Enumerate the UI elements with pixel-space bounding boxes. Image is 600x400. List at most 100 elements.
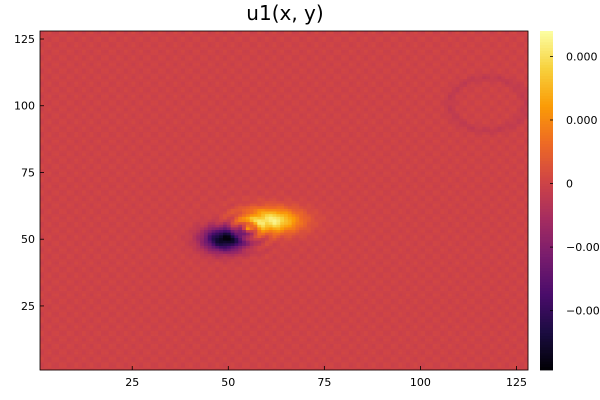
heatmap-cell [333, 364, 338, 368]
heatmap-cell [146, 314, 151, 318]
heatmap-cell [139, 351, 144, 355]
heatmap-cell [112, 314, 117, 318]
heatmap-cell [116, 285, 121, 289]
heatmap-cell [291, 279, 296, 283]
heatmap-cell [291, 277, 296, 281]
heatmap-cell [223, 330, 228, 334]
heatmap-cell [505, 356, 510, 360]
heatmap-cell [268, 266, 273, 270]
heatmap-cell [516, 362, 521, 366]
heatmap-cell [390, 319, 395, 323]
heatmap-cell [207, 343, 212, 347]
heatmap-cell [447, 266, 453, 270]
heatmap-cell [223, 309, 228, 313]
heatmap-cell [184, 298, 190, 302]
heatmap-cell [120, 359, 125, 363]
heatmap-cell [306, 364, 312, 368]
heatmap-cell [215, 324, 220, 329]
heatmap-cell [146, 343, 151, 347]
heatmap-cell [112, 285, 117, 289]
heatmap-cell [230, 279, 235, 283]
heatmap-cell [139, 279, 144, 283]
heatmap-cell [436, 309, 441, 313]
heatmap-cell [356, 343, 361, 347]
heatmap-cell [455, 274, 460, 278]
heatmap-cell [200, 367, 205, 371]
heatmap-cell [417, 343, 422, 347]
heatmap-cell [508, 287, 514, 291]
heatmap-cell [162, 285, 167, 289]
heatmap-cell [154, 290, 159, 294]
heatmap-cell [104, 282, 110, 286]
heatmap-cell [516, 309, 521, 313]
heatmap-cell [360, 327, 365, 331]
heatmap-cell [223, 287, 228, 291]
heatmap-cell [276, 306, 281, 310]
heatmap-cell [272, 330, 277, 334]
heatmap-cell [226, 367, 232, 371]
heatmap-cell [139, 298, 144, 302]
heatmap-cell [413, 306, 418, 310]
heatmap-cell [303, 338, 308, 342]
heatmap-cell [169, 343, 174, 347]
heatmap-cell [264, 295, 270, 299]
heatmap-cell [505, 330, 510, 334]
heatmap-cell [383, 332, 388, 336]
heatmap-cell [177, 311, 182, 315]
heatmap-cell [295, 274, 300, 278]
heatmap-cell [120, 311, 125, 315]
heatmap-cell [219, 287, 224, 291]
heatmap-cell [314, 367, 319, 371]
heatmap-cell [158, 343, 163, 347]
heatmap-cell [142, 319, 148, 323]
heatmap-cell [192, 266, 197, 270]
heatmap-cell [459, 298, 464, 302]
heatmap-cell [108, 343, 113, 347]
heatmap-cell [158, 279, 163, 283]
heatmap-cell [470, 322, 476, 326]
heatmap-cell [162, 354, 167, 358]
heatmap-cell [101, 274, 106, 278]
heatmap-cell [371, 343, 376, 347]
heatmap-cell [333, 285, 338, 289]
heatmap-cell [108, 309, 113, 313]
heatmap-cell [135, 359, 140, 363]
heatmap-cell [226, 274, 232, 278]
heatmap-cell [284, 343, 289, 347]
heatmap-cell [81, 327, 87, 331]
heatmap-cell [146, 282, 151, 286]
heatmap-cell [203, 343, 209, 347]
heatmap-cell [493, 346, 498, 350]
heatmap-cell [383, 293, 388, 297]
heatmap-cell [257, 311, 262, 315]
heatmap-cell [70, 279, 75, 283]
heatmap-cell [512, 346, 517, 350]
heatmap-cell [249, 279, 254, 283]
heatmap-cell [78, 285, 83, 289]
heatmap-cell [150, 351, 155, 355]
heatmap-cell [230, 362, 235, 366]
heatmap-cell [211, 362, 216, 366]
heatmap-cell [478, 279, 483, 283]
heatmap-cell [432, 279, 437, 283]
heatmap-cell [93, 269, 98, 273]
heatmap-cell [428, 282, 434, 286]
heatmap-cell [470, 290, 476, 294]
heatmap-cell [139, 356, 144, 360]
heatmap-cell [512, 279, 517, 283]
heatmap-cell [306, 317, 312, 321]
heatmap-cell [318, 298, 323, 302]
heatmap-cell [306, 303, 312, 307]
heatmap-cell [169, 287, 174, 291]
heatmap-cell [139, 327, 144, 331]
heatmap-cell [516, 285, 521, 289]
heatmap-cell [436, 359, 441, 363]
heatmap-cell [150, 285, 155, 289]
heatmap-cell [356, 362, 361, 366]
heatmap-cell [162, 367, 167, 371]
heatmap-cell [70, 311, 75, 315]
heatmap-cell [512, 306, 517, 310]
heatmap-cell [264, 314, 270, 318]
heatmap-cell [303, 314, 308, 318]
heatmap-cell [367, 362, 373, 366]
